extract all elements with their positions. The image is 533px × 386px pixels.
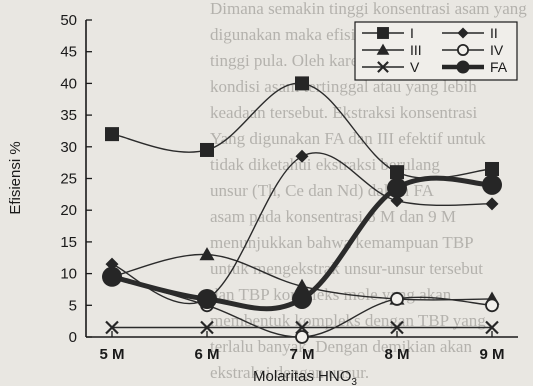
background-text-line: asam pada konsentrasi 8 M dan 9 M	[210, 207, 456, 226]
data-point-ii	[485, 197, 499, 211]
background-text-line: unsur (Th, Ce dan Nd) dalam FA	[210, 181, 435, 200]
data-point-i	[200, 142, 214, 157]
y-axis-ticks: 0 5 10 15 20 25 30 35 40 45 50	[60, 12, 92, 346]
x-axis-label-main: Molaritas HNO	[253, 368, 351, 385]
background-text-line: tidak diketahui ekstraksi berulang	[210, 155, 440, 174]
data-point-ii	[295, 149, 309, 163]
y-tick-label: 15	[60, 234, 77, 251]
data-point-iv	[390, 292, 404, 306]
data-point-iv	[295, 330, 309, 344]
x-axis-ticks: 5 M 6 M 7 M 8 M 9 M	[99, 331, 505, 363]
series-line-i	[111, 82, 493, 180]
data-point-iv	[485, 298, 499, 313]
data-point-v	[390, 320, 404, 335]
data-point-i	[295, 76, 309, 91]
legend-label-fa: FA	[490, 59, 508, 75]
background-text-line: Dimana semakin tinggi konsentrasi asam y…	[210, 0, 527, 18]
data-point-iii	[199, 247, 215, 261]
legend-label-v: V	[410, 59, 420, 75]
data-point-i	[105, 127, 119, 142]
series-markers	[102, 76, 502, 344]
y-tick-label: 40	[60, 75, 77, 92]
data-point-v	[200, 320, 214, 335]
x-tick-label: 7 M	[289, 346, 314, 363]
legend-marker-iv	[456, 44, 469, 57]
background-text-line: keadaan tersebut. Ekstraksi konsentrasi	[210, 103, 477, 122]
y-tick-label: 5	[69, 297, 77, 314]
y-tick-label: 0	[69, 329, 77, 346]
data-point-fa	[197, 288, 217, 309]
background-text-line: terlalu banyak. Dengan demikian akan	[210, 337, 472, 356]
background-text-line: untuk mengekstrak unsur-unsur tersebut	[210, 259, 483, 278]
y-tick-label: 30	[60, 139, 77, 156]
data-point-v	[105, 320, 119, 335]
data-point-fa	[482, 174, 502, 195]
legend-label-iv: IV	[490, 42, 504, 58]
legend-marker-v	[377, 61, 389, 73]
background-text-line: Yang digunakan FA dan III efektif untuk	[210, 129, 486, 148]
y-tick-label: 50	[60, 12, 77, 29]
legend-marker-ii	[457, 27, 469, 39]
legend-label-i: I	[410, 25, 414, 41]
legend-label-ii: II	[490, 25, 498, 41]
data-point-v	[485, 320, 499, 335]
legend-marker-i	[377, 27, 389, 39]
background-text-line: ekstraksi dengan unsur.	[210, 363, 369, 382]
background-text-line: menunjukkan bahwa kemampuan TBP	[210, 233, 474, 252]
legend-label-iii: III	[410, 42, 422, 58]
y-tick-label: 25	[60, 171, 77, 188]
y-tick-label: 45	[60, 44, 77, 61]
x-tick-label: 8 M	[384, 346, 409, 363]
data-point-fa	[387, 178, 407, 199]
y-tick-label: 20	[60, 202, 77, 219]
data-point-i	[485, 161, 499, 176]
x-tick-label: 6 M	[194, 346, 219, 363]
x-axis-label-subscript: 3	[351, 377, 357, 386]
data-point-iii	[294, 278, 310, 292]
y-tick-label: 10	[60, 266, 77, 283]
data-point-fa	[102, 266, 122, 287]
series-line-ii	[111, 152, 493, 305]
legend-marker-fa	[456, 60, 470, 74]
legend-marker-iii	[376, 43, 390, 55]
x-tick-label: 5 M	[99, 346, 124, 363]
x-axis-label: Molaritas HNO3	[253, 368, 357, 386]
data-point-i	[390, 165, 404, 180]
y-tick-label: 35	[60, 107, 77, 124]
x-tick-label: 9 M	[479, 346, 504, 363]
data-point-v	[295, 320, 309, 335]
y-axis-label: Efisiensi %	[7, 141, 24, 214]
data-point-fa	[292, 288, 312, 309]
